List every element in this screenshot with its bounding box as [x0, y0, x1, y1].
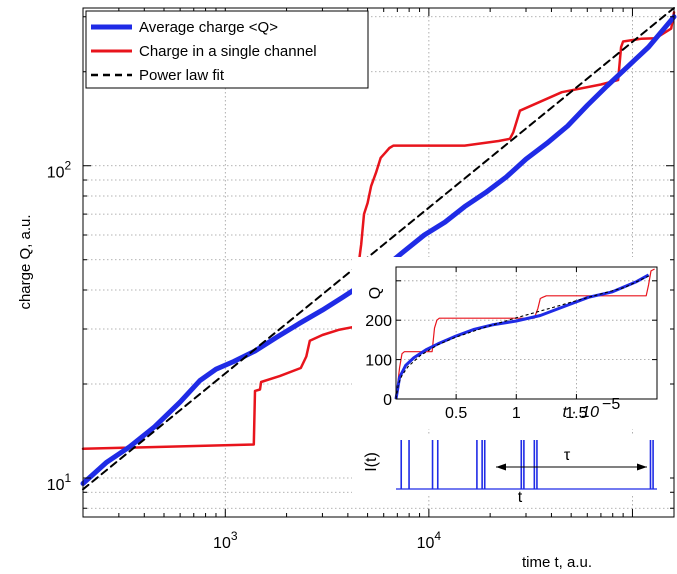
legend-items: Average charge <Q> Charge in a single cha… — [91, 19, 317, 84]
main-ticks: 103 104 101 102 — [47, 8, 674, 552]
main-plot-frame — [82, 7, 675, 518]
inset-xtick-label: 1 — [512, 405, 521, 422]
pulse-panel: I(t) τ t — [352, 434, 670, 506]
legend-box — [85, 10, 369, 89]
inset-xtick-label: 1.5 — [565, 405, 587, 422]
inset-plot-frame — [395, 266, 658, 400]
legend-label-0: Average charge <Q> — [139, 19, 278, 36]
series-line-2 — [82, 7, 675, 491]
legend-label-2: Power law fit — [139, 67, 225, 84]
legend-label-1: Charge in a single channel — [139, 43, 317, 60]
inset-ticks: 0.5 1 1.5 0 100 200 — [365, 267, 657, 422]
inset-grid — [396, 267, 657, 399]
main-xlabel: time t, a.u. — [522, 554, 592, 571]
inset-ylabel: Q — [367, 287, 384, 299]
pulse-ylabel: I(t) — [363, 452, 380, 472]
tau-arrow-right-head — [637, 463, 647, 471]
inset-plot: 0.5 1 1.5 0 100 200 Q t · 10 −5 — [352, 257, 670, 429]
inset-ytick-label: 100 — [365, 353, 392, 370]
main-ytick-label: 101 — [47, 471, 72, 494]
inset-xtick-label: 0.5 — [445, 405, 467, 422]
inset-ytick-label: 200 — [365, 313, 392, 330]
inset-series — [394, 268, 655, 400]
pulse-xlabel: t — [518, 489, 523, 506]
inset-xlabel-exponent: −5 — [602, 396, 620, 413]
main-ylabel: charge Q, a.u. — [17, 214, 34, 309]
pulses — [400, 440, 654, 489]
tau-label: τ — [564, 447, 571, 464]
main-xtick-label: 103 — [213, 529, 238, 552]
main-xtick-label: 104 — [417, 529, 442, 552]
inset-background — [352, 257, 670, 429]
inset-series-line-2 — [395, 275, 649, 400]
main-ytick-label: 102 — [47, 159, 72, 182]
pulse-background — [352, 434, 670, 494]
inset-xlabel: t · 10 — [563, 404, 600, 421]
tau-arrow-left-head — [496, 463, 506, 471]
inset-ytick-label: 0 — [383, 392, 392, 409]
legend: Average charge <Q> Charge in a single cha… — [85, 10, 369, 89]
